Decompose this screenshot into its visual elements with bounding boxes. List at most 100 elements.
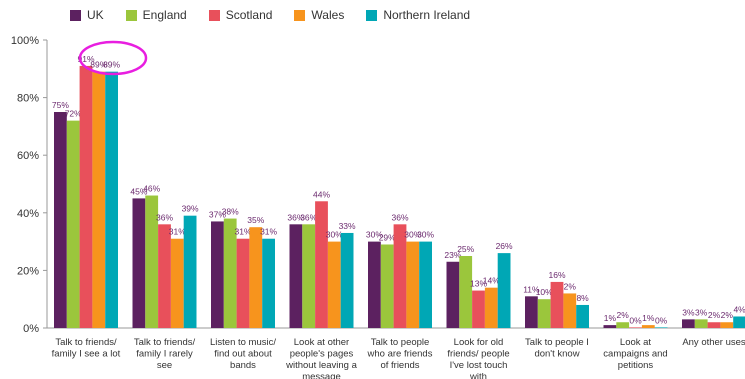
bar-scotland-7 [629,327,642,328]
bar-scotland-4 [393,224,407,328]
data-label: 29% [379,232,396,242]
data-label: 30% [404,230,421,240]
bar-wales-6 [563,293,577,328]
legend-item-scotland: Scotland [208,8,272,22]
bar-uk-6 [525,296,538,328]
data-label: 16% [548,270,565,280]
bar-wales-2 [249,227,263,328]
category-label-line: petitions [618,360,654,371]
bar-scotland-5 [472,290,485,328]
data-label: 3% [682,307,695,317]
category-label: Look at other people's pages without leavi… [285,337,357,379]
bar-northern-ireland-4 [419,241,432,328]
bar-northern-ireland-8 [733,316,745,328]
data-label: 46% [143,184,160,194]
data-label: 0% [655,315,668,325]
bar-uk-2 [211,221,224,328]
data-label: 4% [733,304,745,314]
bar-wales-3 [327,241,341,328]
data-label: 31% [260,227,277,237]
bar-northern-ireland-5 [497,253,511,328]
bar-england-4 [380,244,394,328]
bar-england-3 [302,224,316,328]
data-label: 38% [222,207,239,217]
bar-england-0 [66,120,80,328]
category-label-line: with [469,372,487,379]
bar-scotland-8 [707,322,721,328]
category-label-line: of friends [380,360,419,371]
data-label: 2% [721,310,734,320]
bar-england-7 [616,322,630,328]
data-label: 44% [313,189,330,199]
data-label: 8% [576,293,589,303]
bar-wales-7 [641,325,655,328]
bar-northern-ireland-6 [576,304,589,328]
data-label: 37% [209,209,226,219]
data-label: 10% [536,287,553,297]
bar-wales-0 [92,71,106,329]
data-label: 2% [708,310,721,320]
y-tick-label: 100% [11,35,39,47]
legend-item-wales: Wales [294,8,344,22]
bar-scotland-0 [79,65,93,329]
y-tick-label: 40% [17,208,39,220]
data-label: 23% [444,250,461,260]
legend-label: England [142,8,187,22]
legend-swatch [125,9,137,21]
bar-scotland-6 [550,281,564,328]
category-label-line: Talk to people I [525,337,589,348]
bar-northern-ireland-2 [262,238,275,328]
data-label: 1% [604,313,617,323]
legend-swatch [208,9,220,21]
category-label-line: don't know [534,349,579,360]
data-label: 11% [523,284,540,294]
data-label: 2% [617,310,630,320]
category-label-line: Talk to friends/ [55,337,117,348]
data-label: 39% [182,204,199,214]
bar-wales-8 [720,322,734,328]
bar-england-2 [223,218,237,328]
data-label: 30% [417,230,434,240]
category-label-line: Look at other [294,337,349,348]
data-label: 36% [391,212,408,222]
category-label-line: Any other uses [682,337,745,348]
category-label-line: Talk to friends/ [134,337,196,348]
bar-uk-0 [54,112,67,328]
legend-swatch [294,9,306,21]
legend-item-northern-ireland: Northern Ireland [366,8,470,22]
bar-northern-ireland-1 [183,215,197,328]
data-label: 35% [247,215,264,225]
bar-england-6 [537,299,551,328]
category-label-line: find out about [214,349,272,360]
data-label: 26% [496,241,513,251]
category-label: Look for old friends/ people I've lost tou… [447,337,509,379]
legend-swatch [366,9,378,21]
category-label-line: Look at [620,337,652,348]
category-label-line: campaigns and [603,349,667,360]
category-label-line: who are friends [367,349,433,360]
category-label: Any other uses [682,337,745,348]
legend-label: Northern Ireland [383,8,471,22]
legend-item-uk: UK [70,8,104,22]
chart-legend: UK England Scotland Wales Northern Ireland [70,5,492,25]
data-label: 89% [90,60,107,70]
category-label: Listen to music/find out about bands [210,337,276,371]
bar-scotland-3 [315,201,328,328]
data-label: 1% [642,313,655,323]
category-label-line: friends/ people [447,349,509,360]
data-label: 30% [366,230,383,240]
y-tick-label: 0% [23,323,39,335]
category-label-line: people's pages [290,349,354,360]
data-label: 3% [695,307,708,317]
data-label: 45% [130,186,147,196]
data-label: 33% [339,221,356,231]
data-label: 31% [169,227,186,237]
data-label: 91% [77,54,94,64]
legend-label: Wales [311,8,345,22]
bar-england-8 [694,319,708,328]
data-label: 30% [326,230,343,240]
y-tick-label: 60% [17,150,39,162]
category-label: Look at campaigns and petitions [603,337,667,371]
bar-england-5 [459,256,473,328]
